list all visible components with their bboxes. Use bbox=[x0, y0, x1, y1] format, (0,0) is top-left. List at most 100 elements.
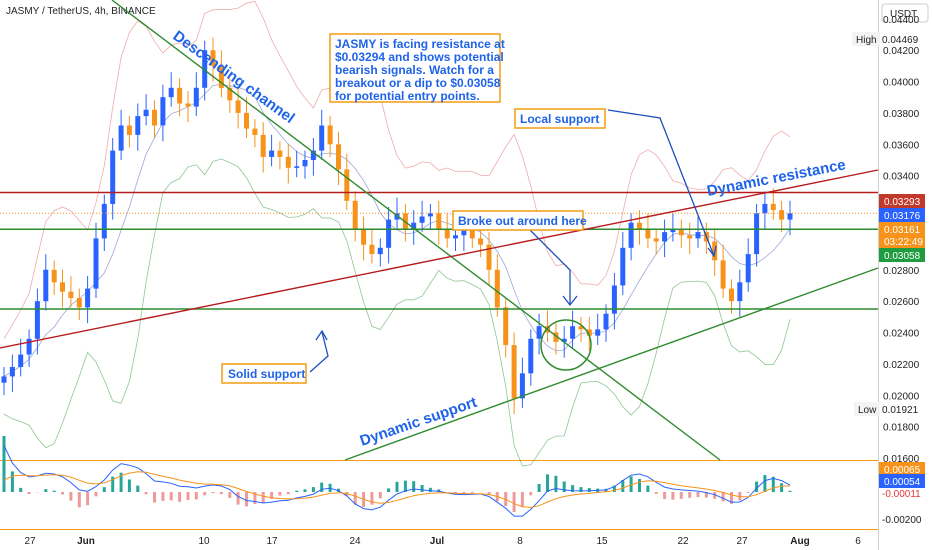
time-tick-10: Aug bbox=[790, 536, 809, 547]
dynamic-support-line bbox=[344, 267, 879, 461]
candle-52 bbox=[436, 213, 442, 229]
candle-30 bbox=[252, 128, 258, 135]
candle-35 bbox=[294, 166, 300, 168]
candle-39 bbox=[327, 125, 333, 145]
candle-94 bbox=[787, 213, 793, 220]
candle-86 bbox=[720, 260, 726, 289]
candle-66 bbox=[553, 332, 559, 342]
macd-hist-74 bbox=[621, 480, 625, 492]
macd-hist-22 bbox=[186, 492, 190, 500]
candle-40 bbox=[336, 144, 341, 170]
badge-resistance-text: 0.03293 bbox=[884, 197, 921, 208]
low-tag bbox=[854, 402, 880, 416]
price-tick-6: 0.02800 bbox=[883, 266, 920, 277]
macd-hist-5 bbox=[44, 489, 48, 492]
badge-countdown-text: 03:22:49 bbox=[884, 237, 923, 248]
macd-hist-83 bbox=[696, 492, 700, 498]
macd-hist-13 bbox=[111, 476, 115, 492]
candle-45 bbox=[377, 247, 383, 255]
analysis-note-line-1: JASMY is facing resistance at bbox=[335, 37, 505, 51]
time-tick-9: 27 bbox=[736, 536, 748, 547]
macd-hist-27 bbox=[228, 492, 232, 498]
currency-box[interactable] bbox=[881, 3, 929, 23]
low-value: 0.01921 bbox=[882, 405, 919, 416]
candle-10 bbox=[85, 288, 91, 308]
macd-hist-68 bbox=[571, 485, 575, 492]
macd-hist-91 bbox=[763, 475, 767, 492]
candle-82 bbox=[687, 235, 693, 239]
macd-hist-7 bbox=[61, 492, 64, 495]
macd-hist-28 bbox=[236, 492, 240, 505]
high-tag bbox=[852, 32, 880, 46]
candle-46 bbox=[386, 219, 392, 248]
price-tick-9: 0.02200 bbox=[883, 360, 920, 371]
price-tick-5: 0.03400 bbox=[883, 172, 920, 183]
candle-26 bbox=[218, 65, 224, 88]
macd-hist-20 bbox=[169, 492, 173, 501]
macd-hist-35 bbox=[295, 490, 299, 492]
candle-77 bbox=[645, 229, 651, 239]
macd-hist-61 bbox=[512, 492, 516, 512]
candle-62 bbox=[519, 373, 525, 399]
badge-band bbox=[879, 208, 925, 222]
arrow-solid-support bbox=[309, 329, 329, 373]
candle-74 bbox=[620, 247, 626, 286]
candle-68 bbox=[570, 326, 576, 339]
candle-12 bbox=[101, 203, 107, 239]
macd-hist-84 bbox=[704, 492, 708, 498]
macd-hist-94 bbox=[788, 490, 792, 492]
high-label: High bbox=[856, 35, 877, 46]
macd-hist-76 bbox=[638, 479, 641, 492]
macd-indicator bbox=[2, 436, 792, 517]
macd-hist-19 bbox=[161, 492, 165, 501]
candle-18 bbox=[152, 109, 157, 126]
candle-32 bbox=[269, 150, 275, 157]
macd-hist-16 bbox=[136, 485, 140, 492]
currency-label: USDT bbox=[890, 9, 917, 20]
price-tick-3: 0.03800 bbox=[883, 109, 920, 120]
macd-badge-macd bbox=[879, 474, 925, 488]
macd-hist-18 bbox=[153, 492, 156, 503]
candle-70 bbox=[586, 329, 592, 336]
candle-89 bbox=[745, 254, 751, 283]
candle-78 bbox=[653, 238, 659, 242]
candle-51 bbox=[427, 213, 433, 217]
candle-50 bbox=[419, 216, 425, 223]
candle-63 bbox=[528, 338, 534, 374]
arrow-broke-out bbox=[529, 229, 578, 307]
macd-hist-56 bbox=[470, 492, 474, 493]
candle-8 bbox=[68, 291, 74, 298]
horizontal-levels bbox=[0, 191, 878, 310]
candle-33 bbox=[277, 150, 283, 157]
macd-hist-25 bbox=[211, 492, 215, 494]
time-axis: 27 Jun 10 17 24 Jul 8 15 22 27 Aug 6 bbox=[24, 536, 861, 547]
macd-hist-80 bbox=[671, 492, 675, 500]
time-tick-5: Jul bbox=[430, 536, 445, 547]
macd-line bbox=[3, 445, 791, 517]
candle-79 bbox=[662, 232, 668, 242]
macd-hist-34 bbox=[286, 492, 290, 495]
candle-91 bbox=[762, 203, 768, 214]
macd-badge-macd-text: 0.00054 bbox=[884, 477, 921, 488]
macd-signal-line bbox=[3, 471, 791, 508]
candle-20 bbox=[168, 87, 174, 98]
macd-hist-44 bbox=[370, 492, 374, 505]
analysis-note-line-4: breakout or a dip to $0.03058 bbox=[335, 76, 501, 90]
macd-hist-77 bbox=[646, 485, 650, 492]
candle-11 bbox=[93, 238, 99, 289]
macd-hist-48 bbox=[403, 480, 407, 492]
arrow-local-support bbox=[607, 109, 717, 258]
candle-93 bbox=[779, 210, 785, 220]
candle-42 bbox=[352, 200, 358, 229]
macd-hist-42 bbox=[353, 492, 357, 505]
candle-76 bbox=[637, 222, 642, 229]
price-tick-11: 0.01800 bbox=[883, 423, 920, 434]
local-support-box bbox=[514, 108, 606, 129]
macd-hist-63 bbox=[529, 492, 533, 496]
macd-badge-hist-text: -0.00011 bbox=[882, 489, 921, 500]
macd-hist-10 bbox=[86, 492, 90, 506]
macd-hist-78 bbox=[654, 492, 658, 494]
time-tick-3: 17 bbox=[266, 536, 278, 547]
candle-25 bbox=[210, 50, 216, 66]
